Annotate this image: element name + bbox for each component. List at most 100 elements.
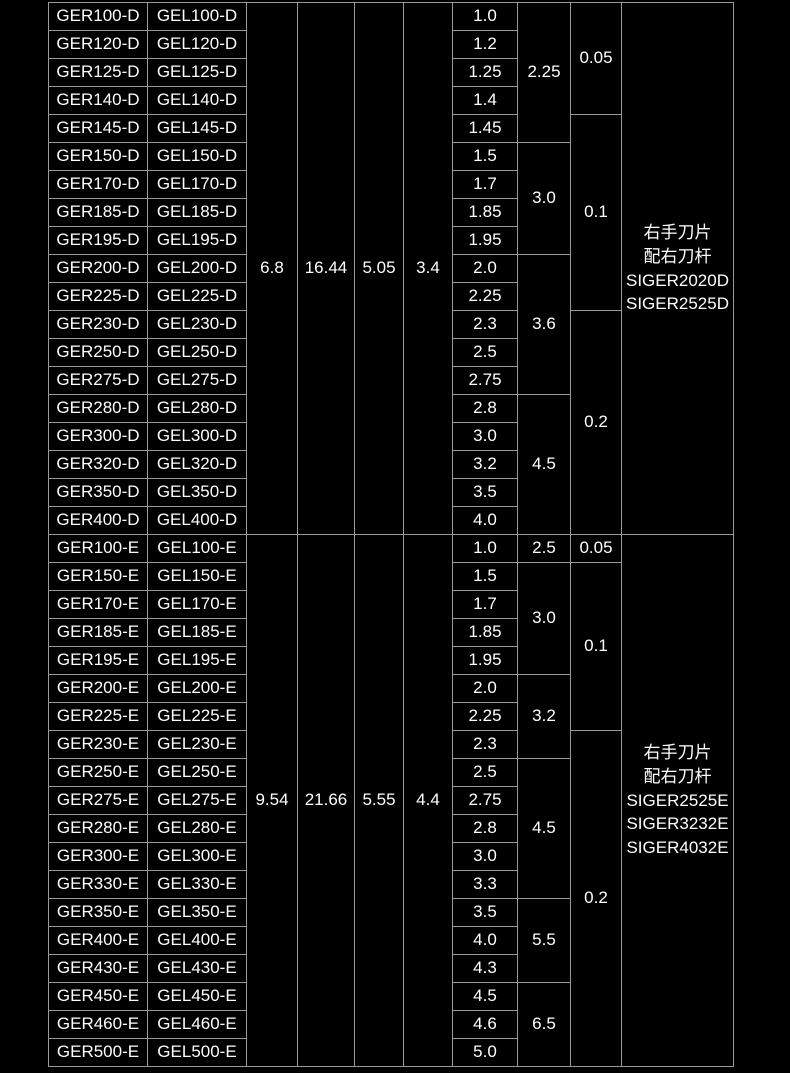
dim-col2: 9.54 bbox=[247, 535, 298, 1067]
code-ger: GER225-D bbox=[49, 283, 148, 311]
val-col8: 0.05 bbox=[571, 535, 622, 563]
val-col7: 6.5 bbox=[518, 983, 571, 1067]
code-ger: GER150-E bbox=[49, 563, 148, 591]
val-col6: 3.5 bbox=[453, 899, 518, 927]
dim-col4: 5.05 bbox=[355, 3, 404, 535]
val-col7: 3.0 bbox=[518, 563, 571, 675]
val-col6: 1.2 bbox=[453, 31, 518, 59]
val-col6: 4.0 bbox=[453, 507, 518, 535]
code-ger: GER170-E bbox=[49, 591, 148, 619]
code-gel: GEL125-D bbox=[148, 59, 247, 87]
val-col6: 2.3 bbox=[453, 731, 518, 759]
val-col6: 1.25 bbox=[453, 59, 518, 87]
val-col6: 2.8 bbox=[453, 815, 518, 843]
code-gel: GEL350-E bbox=[148, 899, 247, 927]
val-col6: 1.95 bbox=[453, 227, 518, 255]
val-col6: 2.25 bbox=[453, 703, 518, 731]
code-gel: GEL150-E bbox=[148, 563, 247, 591]
code-ger: GER250-D bbox=[49, 339, 148, 367]
code-gel: GEL140-D bbox=[148, 87, 247, 115]
code-ger: GER500-E bbox=[49, 1039, 148, 1067]
spec-table: GER100-DGEL100-D6.816.445.053.41.02.250.… bbox=[48, 2, 734, 1067]
code-gel: GEL145-D bbox=[148, 115, 247, 143]
code-ger: GER400-E bbox=[49, 927, 148, 955]
val-col6: 1.7 bbox=[453, 171, 518, 199]
code-ger: GER275-D bbox=[49, 367, 148, 395]
val-col6: 2.3 bbox=[453, 311, 518, 339]
code-ger: GER350-D bbox=[49, 479, 148, 507]
val-col6: 1.95 bbox=[453, 647, 518, 675]
val-col6: 2.0 bbox=[453, 675, 518, 703]
code-ger: GER250-E bbox=[49, 759, 148, 787]
val-col7: 5.5 bbox=[518, 899, 571, 983]
dim-col5: 3.4 bbox=[404, 3, 453, 535]
code-ger: GER300-E bbox=[49, 843, 148, 871]
val-col6: 1.0 bbox=[453, 3, 518, 31]
val-col6: 1.0 bbox=[453, 535, 518, 563]
code-ger: GER280-D bbox=[49, 395, 148, 423]
code-ger: GER120-D bbox=[49, 31, 148, 59]
val-col6: 1.5 bbox=[453, 143, 518, 171]
val-col6: 3.0 bbox=[453, 423, 518, 451]
code-gel: GEL450-E bbox=[148, 983, 247, 1011]
code-ger: GER225-E bbox=[49, 703, 148, 731]
code-gel: GEL225-E bbox=[148, 703, 247, 731]
code-ger: GER100-E bbox=[49, 535, 148, 563]
dim-col5: 4.4 bbox=[404, 535, 453, 1067]
code-gel: GEL100-D bbox=[148, 3, 247, 31]
val-col6: 2.5 bbox=[453, 339, 518, 367]
val-col6: 1.45 bbox=[453, 115, 518, 143]
val-col6: 2.5 bbox=[453, 759, 518, 787]
val-col8: 0.05 bbox=[571, 3, 622, 115]
code-ger: GER330-E bbox=[49, 871, 148, 899]
code-ger: GER100-D bbox=[49, 3, 148, 31]
code-ger: GER125-D bbox=[49, 59, 148, 87]
code-gel: GEL280-E bbox=[148, 815, 247, 843]
code-gel: GEL350-D bbox=[148, 479, 247, 507]
val-col6: 5.0 bbox=[453, 1039, 518, 1067]
code-gel: GEL330-E bbox=[148, 871, 247, 899]
dim-col3: 21.66 bbox=[298, 535, 355, 1067]
code-ger: GER150-D bbox=[49, 143, 148, 171]
code-ger: GER185-D bbox=[49, 199, 148, 227]
code-gel: GEL195-D bbox=[148, 227, 247, 255]
code-ger: GER195-E bbox=[49, 647, 148, 675]
code-gel: GEL250-E bbox=[148, 759, 247, 787]
code-gel: GEL300-D bbox=[148, 423, 247, 451]
code-ger: GER200-E bbox=[49, 675, 148, 703]
val-col6: 3.5 bbox=[453, 479, 518, 507]
val-col6: 1.5 bbox=[453, 563, 518, 591]
code-gel: GEL225-D bbox=[148, 283, 247, 311]
code-ger: GER350-E bbox=[49, 899, 148, 927]
code-ger: GER145-D bbox=[49, 115, 148, 143]
val-col6: 2.25 bbox=[453, 283, 518, 311]
val-col6: 4.0 bbox=[453, 927, 518, 955]
val-col7: 3.0 bbox=[518, 143, 571, 255]
code-ger: GER275-E bbox=[49, 787, 148, 815]
code-ger: GER195-D bbox=[49, 227, 148, 255]
val-col6: 1.4 bbox=[453, 87, 518, 115]
val-col7: 2.25 bbox=[518, 3, 571, 143]
dim-col2: 6.8 bbox=[247, 3, 298, 535]
val-col6: 3.3 bbox=[453, 871, 518, 899]
code-gel: GEL200-E bbox=[148, 675, 247, 703]
code-ger: GER200-D bbox=[49, 255, 148, 283]
code-ger: GER140-D bbox=[49, 87, 148, 115]
val-col6: 3.0 bbox=[453, 843, 518, 871]
code-ger: GER230-E bbox=[49, 731, 148, 759]
val-col6: 2.75 bbox=[453, 367, 518, 395]
val-col7: 4.5 bbox=[518, 395, 571, 535]
code-gel: GEL275-D bbox=[148, 367, 247, 395]
code-gel: GEL400-E bbox=[148, 927, 247, 955]
val-col6: 4.3 bbox=[453, 955, 518, 983]
code-gel: GEL185-E bbox=[148, 619, 247, 647]
val-col7: 2.5 bbox=[518, 535, 571, 563]
code-gel: GEL185-D bbox=[148, 199, 247, 227]
val-col6: 2.8 bbox=[453, 395, 518, 423]
info-text: 右手刀片配右刀杆SIGER2020DSIGER2525D bbox=[622, 3, 734, 535]
code-gel: GEL195-E bbox=[148, 647, 247, 675]
val-col7: 3.6 bbox=[518, 255, 571, 395]
code-gel: GEL120-D bbox=[148, 31, 247, 59]
code-gel: GEL400-D bbox=[148, 507, 247, 535]
code-gel: GEL150-D bbox=[148, 143, 247, 171]
